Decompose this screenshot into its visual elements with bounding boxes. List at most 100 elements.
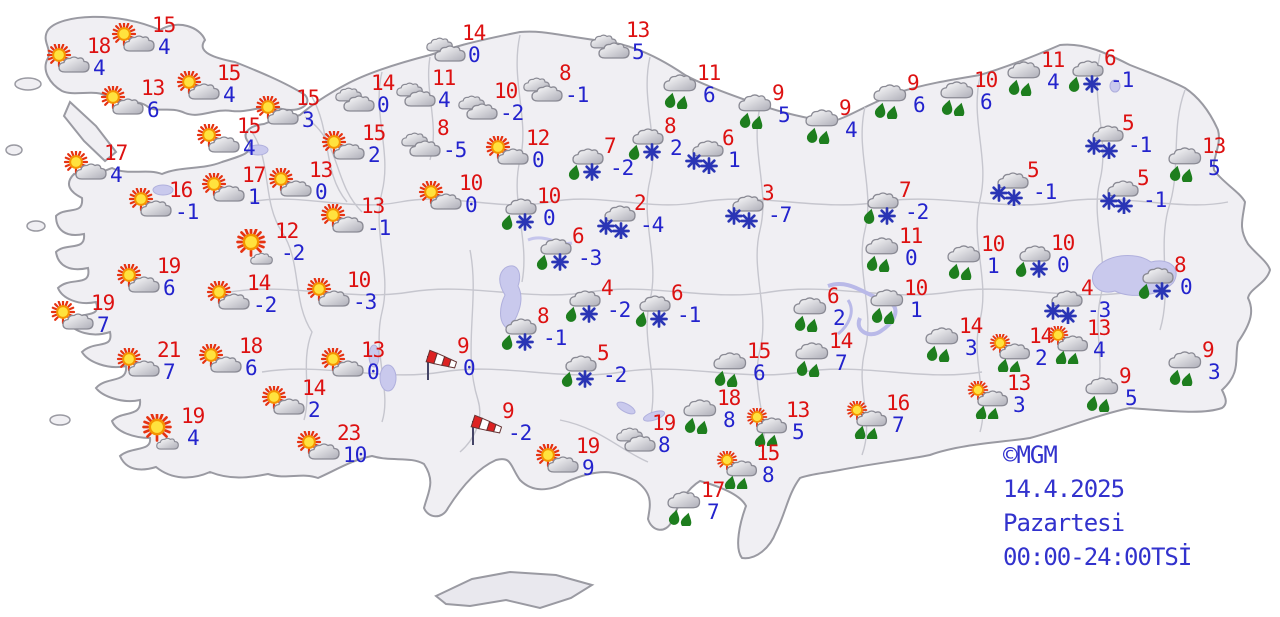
windsock-icon — [461, 409, 507, 447]
sun-cloud-icon — [196, 124, 242, 162]
forecast-day: Pazartesi — [1003, 509, 1125, 537]
sun-cloud-icon — [111, 23, 157, 61]
snow-icon — [1081, 121, 1127, 159]
weather-station: 10 0 — [496, 186, 592, 252]
max-temp: 12 — [275, 219, 299, 243]
min-temp: 6 — [913, 93, 926, 117]
sun-cloud-icon — [176, 71, 222, 109]
max-temp: 5 — [597, 341, 610, 365]
max-temp: 10 — [494, 79, 518, 103]
rain-icon — [706, 349, 752, 387]
sun-cloud-icon — [50, 301, 96, 339]
lake-cildir — [1109, 79, 1121, 93]
weather-station: 5 -2 — [556, 343, 652, 409]
min-temp: -2 — [253, 293, 277, 317]
max-temp: 14 — [302, 376, 326, 400]
min-temp: 0 — [468, 43, 481, 67]
min-temp: 0 — [465, 193, 478, 217]
weather-station: 5 -1 — [1081, 113, 1177, 179]
lake-beysehir — [379, 364, 397, 392]
rain-icon — [1000, 58, 1046, 96]
snow-icon — [1096, 176, 1142, 214]
min-temp: -1 — [1110, 68, 1134, 92]
snow-icon — [986, 168, 1032, 206]
sun-rain-icon — [966, 381, 1012, 419]
weather-station: 13 6 — [100, 78, 196, 144]
min-temp: 6 — [147, 98, 160, 122]
weather-station: 11 4 — [391, 68, 487, 134]
weather-station: 16 -1 — [128, 180, 224, 246]
max-temp: 13 — [309, 158, 333, 182]
min-temp: 1 — [728, 148, 741, 172]
rain-snow-icon — [496, 314, 542, 352]
min-temp: 1 — [910, 298, 923, 322]
rain-snow-icon — [630, 291, 676, 329]
sun-cloud-icon — [255, 96, 301, 134]
sun-cloud-icon — [320, 348, 366, 386]
max-temp: 18 — [239, 334, 263, 358]
weather-station: 19 7 — [50, 293, 146, 359]
rain-snow-icon — [1010, 241, 1056, 279]
sun-cloud-icon — [418, 181, 464, 219]
min-temp: -1 — [543, 326, 567, 350]
cloud-icon — [421, 31, 467, 69]
max-temp: 19 — [157, 254, 181, 278]
rain-snow-icon — [560, 286, 606, 324]
rain-snow-icon — [1133, 263, 1179, 301]
weather-station: 18 8 — [676, 388, 772, 454]
min-temp: 4 — [223, 83, 236, 107]
weather-station: 12 -2 — [234, 221, 330, 287]
min-temp: -5 — [443, 138, 467, 162]
weather-station: 15 4 — [111, 15, 207, 81]
min-temp: 4 — [158, 35, 171, 59]
weather-station: 4 -3 — [1040, 278, 1136, 344]
cloud-icon — [391, 76, 437, 114]
landmass-anatolia — [26, 30, 1272, 560]
rain-snow-icon — [1063, 56, 1109, 94]
sun-cloud-icon — [201, 173, 247, 211]
weather-station: 15 2 — [321, 123, 417, 189]
min-temp: 4 — [187, 426, 200, 450]
min-temp: 3 — [302, 108, 315, 132]
min-temp: -2 — [607, 298, 631, 322]
weather-station: 13 -1 — [320, 196, 416, 262]
max-temp: 10 — [1051, 231, 1075, 255]
sun-cloud-icon — [206, 281, 252, 319]
lake-amik — [642, 410, 666, 422]
weather-station: 15 3 — [255, 88, 351, 154]
min-temp: 6 — [245, 356, 258, 380]
min-temp: -2 — [281, 241, 305, 265]
max-temp: 17 — [242, 163, 266, 187]
weather-station: 6 2 — [786, 286, 882, 352]
mgm-copyright: ©MGM — [1003, 441, 1058, 469]
cloud-icon — [518, 71, 564, 109]
max-temp: 10 — [537, 184, 561, 208]
min-temp: -3 — [353, 290, 377, 314]
min-temp: 5 — [792, 420, 805, 444]
weather-station: 17 4 — [63, 143, 159, 209]
rain-snow-icon — [496, 194, 542, 232]
max-temp: 19 — [181, 404, 205, 428]
snow-icon — [593, 201, 639, 239]
min-temp: -1 — [565, 83, 589, 107]
rain-icon — [866, 81, 912, 119]
max-temp: 13 — [1007, 371, 1031, 395]
sun-cloud-icon — [320, 204, 366, 242]
sun-rain-icon — [715, 451, 761, 489]
weather-station: 10 6 — [933, 70, 1029, 136]
max-temp: 13 — [786, 398, 810, 422]
max-temp: 10 — [974, 68, 998, 92]
max-temp: 9 — [457, 334, 470, 358]
min-temp: 5 — [778, 103, 791, 127]
max-temp: 7 — [899, 178, 912, 202]
min-temp: 0 — [1057, 253, 1070, 277]
cloud-icon — [396, 126, 442, 164]
max-temp: 11 — [899, 224, 923, 248]
min-temp: 3 — [1013, 393, 1026, 417]
weather-station: 14 0 — [421, 23, 517, 89]
min-temp: 2 — [308, 398, 321, 422]
min-temp: 7 — [892, 413, 905, 437]
min-temp: 2 — [833, 306, 846, 330]
min-temp: -3 — [578, 246, 602, 270]
max-temp: 19 — [576, 434, 600, 458]
